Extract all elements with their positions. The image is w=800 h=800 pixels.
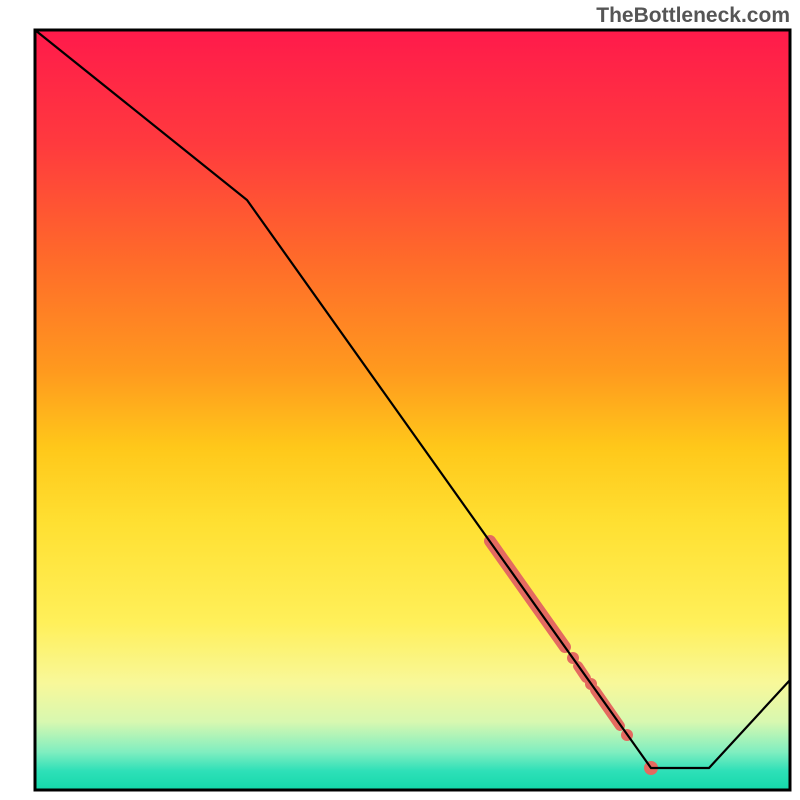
plot-background <box>35 30 790 790</box>
bottleneck-chart <box>0 0 800 800</box>
chart-container: TheBottleneck.com <box>0 0 800 800</box>
watermark-text: TheBottleneck.com <box>596 4 790 28</box>
